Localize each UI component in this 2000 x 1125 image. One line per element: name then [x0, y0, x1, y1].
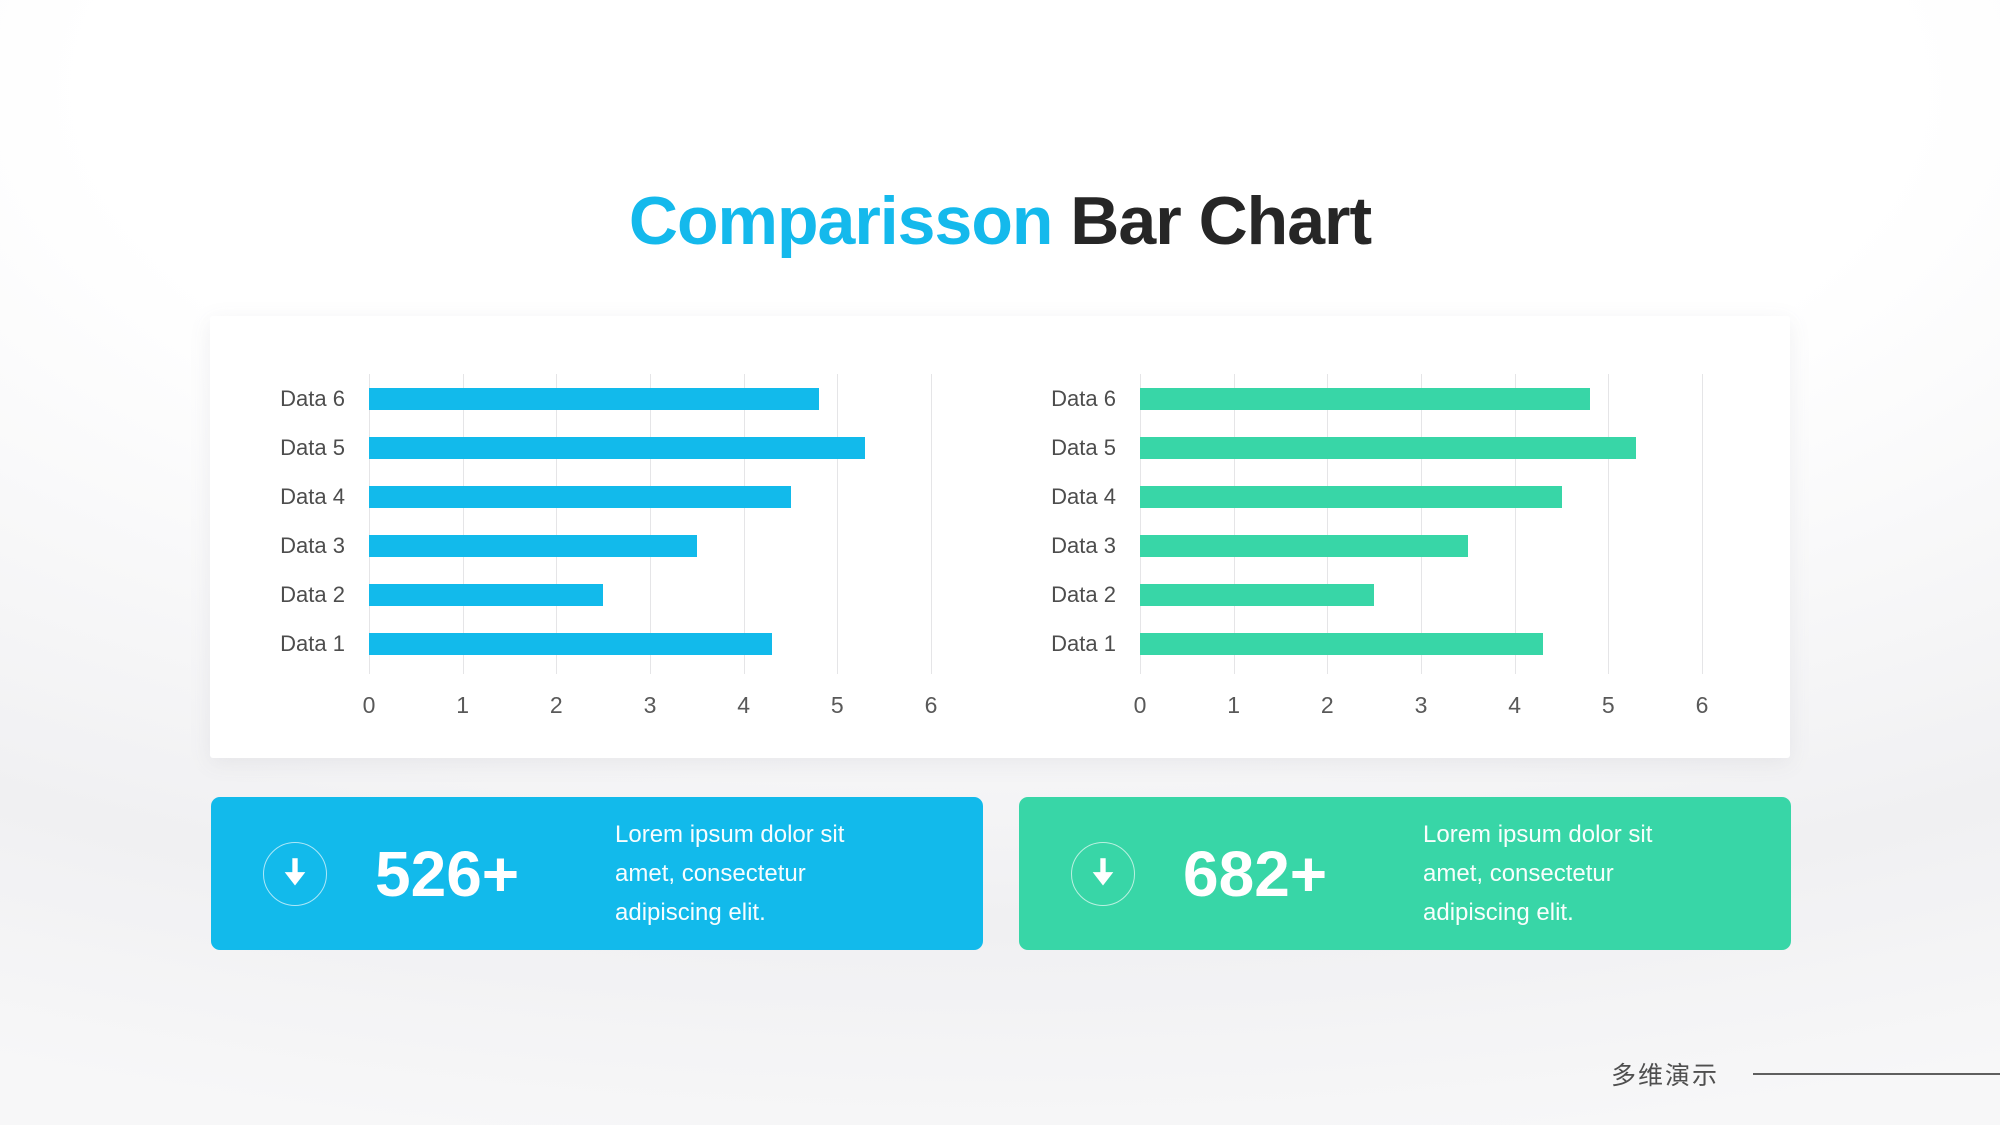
category-label: Data 1 — [280, 631, 345, 656]
bar-data-5 — [369, 437, 866, 459]
bar-data-6 — [1140, 388, 1590, 410]
x-axis-tick-label: 2 — [1320, 692, 1334, 718]
stat-card-green: 682+ Lorem ipsum dolor sit amet, consect… — [1019, 797, 1791, 950]
gridline — [931, 374, 932, 674]
category-label: Data 3 — [280, 533, 345, 558]
bar-chart-green: Data 6 Data 5 Data 4 Data 3 Data 2 Data 1 0 1 2… — [1051, 374, 1708, 718]
category-labels: Data 6 Data 5 Data 4 Data 3 Data 2 Data 1 — [986, 374, 1116, 674]
circle-outline — [263, 841, 327, 906]
category-label: Data 1 — [1051, 631, 1116, 656]
bar-data-3 — [369, 535, 697, 557]
x-axis-ticks: 0 1 2 3 4 5 6 — [1134, 692, 1709, 722]
bar-chart-blue: Data 6 Data 5 Data 4 Data 3 Data 2 Data 1 0 1 2… — [280, 374, 937, 718]
bar-data-2 — [369, 584, 604, 606]
stat-value: 526+ — [375, 837, 520, 910]
gridline — [556, 374, 558, 674]
gridline — [1233, 374, 1235, 674]
bar-data-4 — [369, 486, 791, 508]
x-axis-tick-label: 1 — [456, 692, 470, 718]
gridline — [1140, 374, 1141, 674]
page-title-highlight: Comparisson — [628, 182, 1054, 259]
x-axis-tick-label: 3 — [1414, 692, 1428, 718]
category-label: Data 6 — [280, 386, 345, 411]
gridline — [1702, 374, 1703, 674]
plot-area — [369, 374, 932, 674]
x-axis-tick-label: 0 — [362, 692, 376, 718]
stat-card-blue: 526+ Lorem ipsum dolor sit amet, consect… — [211, 797, 983, 950]
gridline — [369, 374, 370, 674]
bar-data-5 — [1140, 437, 1637, 459]
bar-data-1 — [1140, 633, 1543, 655]
x-axis-ticks: 0 1 2 3 4 5 6 — [363, 692, 938, 722]
category-label: Data 2 — [1051, 582, 1116, 607]
category-label: Data 2 — [280, 582, 345, 607]
x-axis-tick-label: 2 — [549, 692, 563, 718]
x-axis-tick-label: 4 — [1508, 692, 1522, 718]
x-axis-tick-label: 3 — [643, 692, 657, 718]
category-label: Data 4 — [1051, 484, 1116, 509]
x-axis-tick-label: 4 — [737, 692, 751, 718]
stat-value: 682+ — [1183, 837, 1328, 910]
category-labels: Data 6 Data 5 Data 4 Data 3 Data 2 Data 1 — [215, 374, 345, 674]
category-label: Data 4 — [280, 484, 345, 509]
category-label: Data 3 — [1051, 533, 1116, 558]
brand-text: 多维演示 — [1611, 1062, 1720, 1090]
x-axis-tick-label: 0 — [1133, 692, 1147, 718]
bar-data-1 — [369, 633, 772, 655]
x-axis-tick-label: 5 — [830, 692, 844, 718]
x-axis-tick-label: 1 — [1227, 692, 1241, 718]
category-label: Data 6 — [1051, 386, 1116, 411]
x-axis-tick-label: 6 — [1695, 692, 1709, 718]
gridline — [462, 374, 464, 674]
category-label: Data 5 — [280, 435, 345, 460]
gridline — [1327, 374, 1329, 674]
page-title: Comparisson Bar Chart — [0, 182, 2000, 259]
bar-data-2 — [1140, 584, 1375, 606]
plot-area — [1140, 374, 1703, 674]
x-axis-tick-label: 5 — [1601, 692, 1615, 718]
down-arrow-icon — [284, 857, 306, 886]
gridline — [650, 374, 651, 674]
page-title-rest: Bar Chart — [1052, 182, 1372, 259]
bar-data-4 — [1140, 486, 1562, 508]
x-axis-tick-label: 6 — [924, 692, 938, 718]
bar-data-3 — [1140, 535, 1468, 557]
footer-divider-line — [1753, 1073, 2000, 1075]
stat-description: Lorem ipsum dolor sit amet, consectetur … — [1423, 821, 1653, 926]
category-label: Data 5 — [1051, 435, 1116, 460]
gridline — [837, 374, 839, 674]
gridline — [743, 374, 745, 674]
charts-panel: Data 6 Data 5 Data 4 Data 3 Data 2 Data 1 0 1 2… — [210, 316, 1790, 758]
stat-description: Lorem ipsum dolor sit amet, consectetur … — [615, 821, 845, 926]
gridline — [1608, 374, 1610, 674]
circle-outline — [1071, 841, 1135, 906]
gridline — [1514, 374, 1516, 674]
bar-data-6 — [369, 388, 819, 410]
gridline — [1421, 374, 1422, 674]
down-arrow-icon — [1092, 857, 1114, 886]
